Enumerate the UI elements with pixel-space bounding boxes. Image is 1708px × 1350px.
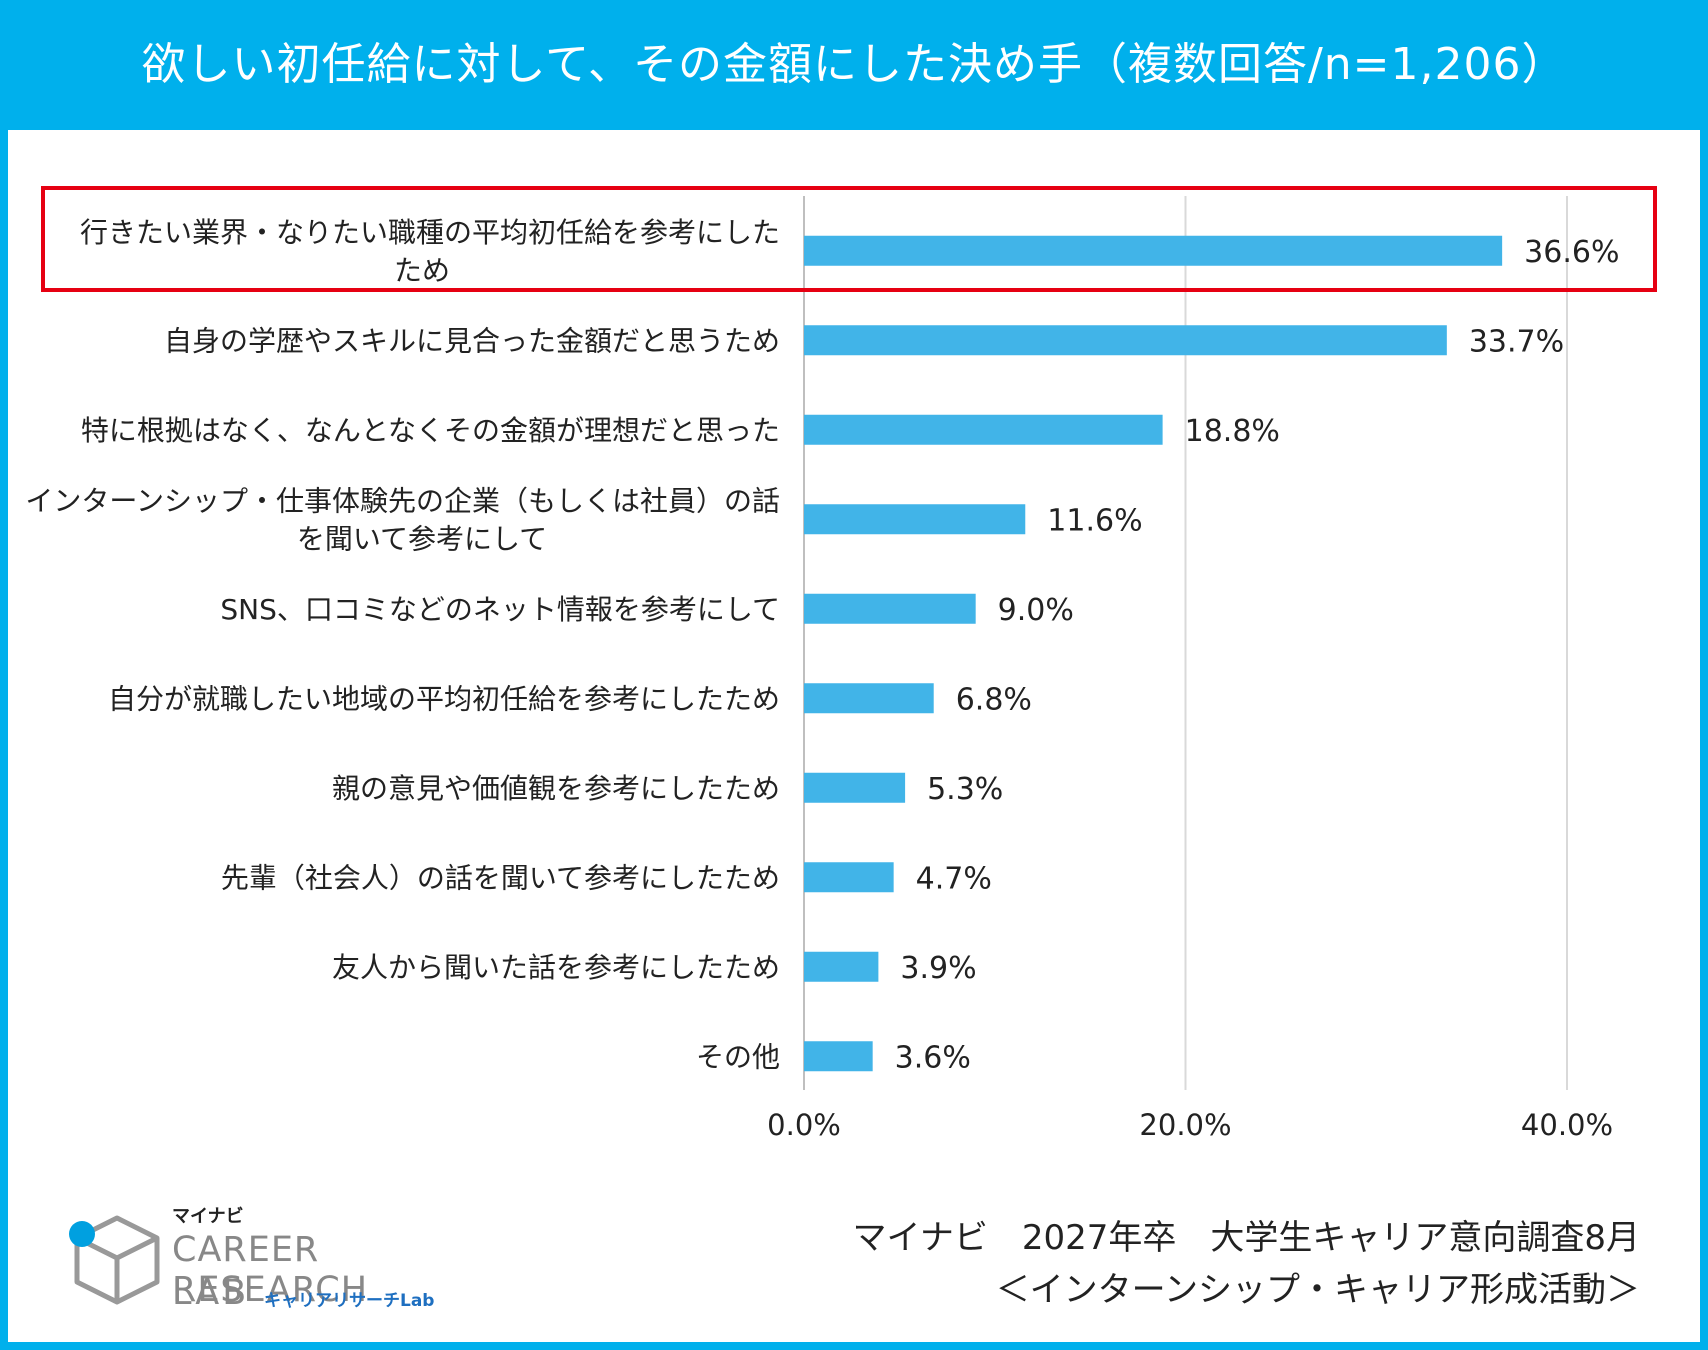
category-label: 特に根拠はなく、なんとなくその金額が理想だと思った xyxy=(81,414,780,447)
logo-line2: LAB xyxy=(172,1273,250,1313)
source-line1: マイナビ 2027年卒 大学生キャリア意向調査8月 xyxy=(852,1218,1640,1258)
value-label: 5.3% xyxy=(927,772,1003,807)
highlight-box xyxy=(41,186,1657,292)
bar xyxy=(804,772,906,803)
category-label: を聞いて参考にして xyxy=(297,522,547,555)
value-label: 9.0% xyxy=(998,593,1074,628)
category-label: 自身の学歴やスキルに見合った金額だと思うため xyxy=(164,324,780,357)
bar xyxy=(804,325,1447,356)
bar xyxy=(804,235,1503,266)
category-label: SNS、口コミなどのネット情報を参考にして xyxy=(220,593,780,626)
value-label: 3.6% xyxy=(895,1040,971,1075)
value-label: 11.6% xyxy=(1047,503,1142,538)
career-research-lab-logo: マイナビ CAREER RESEARCH LAB キャリアリサーチLab xyxy=(62,1200,512,1320)
category-label: 親の意見や価値観を参考にしたため xyxy=(332,772,780,805)
category-label: 自分が就職したい地域の平均初任給を参考にしたため xyxy=(108,682,780,715)
value-label: 18.8% xyxy=(1185,414,1280,449)
bar xyxy=(804,951,879,982)
x-tick-label: 0.0% xyxy=(767,1108,841,1142)
value-label: 6.8% xyxy=(956,682,1032,717)
bar xyxy=(804,862,894,893)
bar xyxy=(804,1041,873,1072)
x-tick-label: 20.0% xyxy=(1139,1108,1231,1142)
value-label: 4.7% xyxy=(916,861,992,896)
cube-logo-icon xyxy=(69,1215,160,1305)
value-label: 36.6% xyxy=(1524,235,1619,270)
chart-title: 欲しい初任給に対して、その金額にした決め手（複数回答/n=1,206） xyxy=(141,39,1567,90)
value-label: 3.9% xyxy=(900,951,976,986)
header-bar: 欲しい初任給に対して、その金額にした決め手（複数回答/n=1,206） xyxy=(0,0,1708,130)
category-label: ため xyxy=(394,254,450,287)
x-tick-label: 40.0% xyxy=(1521,1108,1613,1142)
bar xyxy=(804,593,976,624)
logo-line1: CAREER RESEARCH xyxy=(172,1230,369,1310)
logo-maker-name: マイナビ xyxy=(172,1206,244,1227)
category-label: 行きたい業界・なりたい職種の平均初任給を参考にした xyxy=(80,216,780,249)
category-label: 友人から聞いた話を参考にしたため xyxy=(332,951,780,984)
source-note: マイナビ 2027年卒 大学生キャリア意向調査8月 ＜インターンシップ・キャリア… xyxy=(780,1212,1640,1316)
source-line2: ＜インターンシップ・キャリア形成活動＞ xyxy=(995,1270,1640,1310)
bar xyxy=(804,414,1163,445)
category-label: 先輩（社会人）の話を聞いて参考にしたため xyxy=(221,861,780,894)
logo-subtitle: キャリアリサーチLab xyxy=(264,1291,435,1311)
category-label: その他 xyxy=(696,1040,780,1073)
category-label: インターンシップ・仕事体験先の企業（もしくは社員）の話 xyxy=(25,484,780,517)
bar xyxy=(804,504,1026,535)
value-label: 33.7% xyxy=(1469,324,1564,359)
bar xyxy=(804,683,934,714)
